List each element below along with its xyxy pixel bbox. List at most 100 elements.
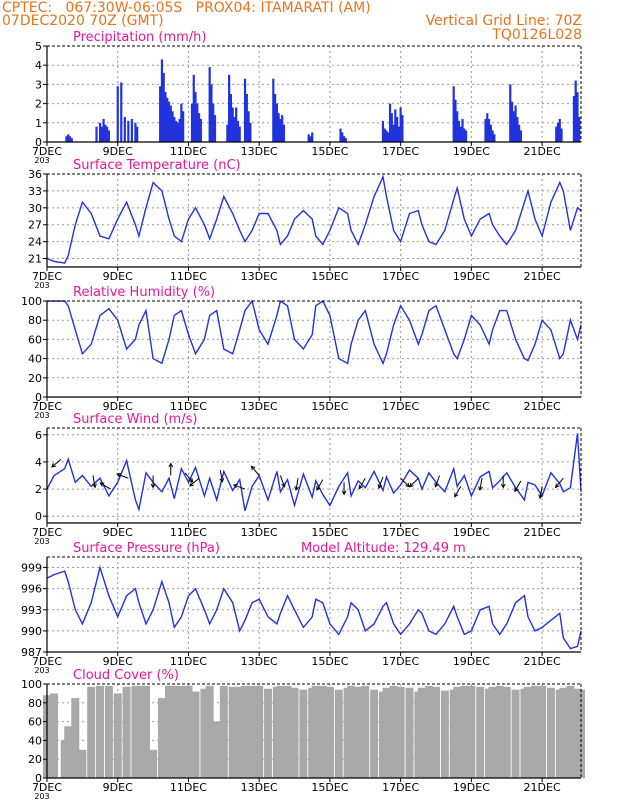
panel-wind (43, 427, 582, 527)
wind-arrow-head (358, 484, 363, 490)
wind-arrow (478, 478, 483, 492)
wind-arrow (514, 480, 522, 493)
y-tick-label: 4 (35, 456, 42, 469)
x-tick-label: 13DEC (241, 526, 278, 539)
cloud-bar (389, 685, 398, 778)
precip-bar (100, 126, 103, 142)
x-tick-label: 15DEC (311, 400, 348, 413)
chart-title-cloud: Cloud Cover (%) (73, 668, 179, 683)
precip-bar (461, 118, 464, 142)
precip-bar (344, 138, 347, 142)
precip-bar (199, 118, 202, 142)
precip-bar (238, 126, 241, 142)
precip-bar (107, 130, 110, 142)
precip-bar (273, 94, 277, 142)
precip-bar (341, 132, 344, 142)
precip-bar (309, 136, 312, 142)
wind-arrow (189, 477, 200, 487)
x-tick-label: 11DEC (170, 655, 207, 668)
x-tick-label: 15DEC (311, 145, 348, 158)
wind-arrow-head (150, 483, 156, 489)
x-tick-label: 15DEC (311, 270, 348, 283)
cloud-bar (122, 686, 131, 778)
precip-bar (68, 136, 72, 142)
wind-arrow-head (232, 483, 238, 489)
precip-bar (275, 103, 278, 142)
precip-bar (228, 74, 231, 142)
cloud-bar (264, 688, 273, 778)
x-tick-label: 17DEC (382, 270, 419, 283)
precip-bar (558, 118, 561, 142)
y-tick-label: 100 (21, 295, 42, 308)
wind-arrow-shaft (279, 475, 285, 487)
precip-bar (134, 122, 137, 142)
precip-bar (578, 117, 581, 142)
y-tick-label: 5 (35, 40, 42, 53)
wind-arrow-head (188, 477, 194, 483)
precip-bar (459, 126, 462, 142)
cloud-bar (241, 685, 250, 778)
wind-arrow-shaft (316, 479, 324, 491)
cloud-bar (255, 685, 264, 778)
x-tick-label: 11DEC (170, 145, 207, 158)
wind-arrow-shaft (400, 477, 410, 488)
cloud-bar (219, 685, 228, 778)
cloud-bar (495, 685, 504, 778)
y-tick-label: 990 (21, 625, 42, 638)
wind-arrow-shaft (219, 469, 223, 482)
wind-arrow-head (168, 462, 174, 468)
precip-bar (162, 72, 165, 142)
precip-bar (213, 115, 217, 142)
cloud-bar (476, 686, 485, 778)
precip-bar (176, 122, 179, 142)
precip-bar (516, 117, 519, 142)
precip-bar (171, 111, 174, 142)
precip-bar (98, 122, 102, 142)
precip-bar (388, 103, 392, 142)
wind-arrow (400, 477, 410, 488)
precip-bar (514, 105, 517, 142)
wind-arrow-head (92, 483, 97, 489)
precip-bar (394, 109, 397, 142)
wind-arrow-shaft (184, 472, 194, 483)
y-tick-label: 20 (28, 753, 42, 766)
wind-arrow (409, 477, 419, 488)
wind-arrow-head (281, 482, 286, 488)
precip-bar (392, 124, 395, 142)
y-tick-label: 21 (28, 253, 42, 266)
wind-arrow-shaft (51, 458, 62, 468)
precip-bar (452, 86, 455, 142)
precip-bar (178, 118, 181, 142)
precip-bar (381, 120, 385, 142)
precip-bar (210, 84, 213, 142)
cloud-bar (96, 685, 105, 778)
x-tick-label: 15DEC (311, 655, 348, 668)
cloud-bar (370, 689, 379, 778)
precip-bar (249, 122, 252, 142)
x-tick-label: 11DEC (170, 526, 207, 539)
y-tick-label: 24 (28, 236, 42, 249)
wind-arrow-head (250, 465, 256, 471)
wind-arrow-shaft (539, 486, 543, 499)
precip-bar (560, 128, 563, 142)
header-station-line: CPTEC: 067:30W-06:05S PROX04: ITAMARATI … (2, 0, 371, 16)
precip-bar (236, 120, 240, 142)
wind-arrow (92, 475, 97, 489)
x-tick-label: 11DEC (170, 781, 207, 794)
x-year-stub: 203 (34, 411, 49, 420)
wind-arrow-shaft (233, 484, 246, 490)
cloud-bar (276, 685, 285, 778)
cloud-bar (417, 687, 426, 778)
precip-bar (130, 118, 133, 142)
precip-bar (212, 103, 215, 142)
x-tick-label: 17DEC (382, 781, 419, 794)
precip-bar (454, 99, 457, 142)
cloud-bar (299, 689, 308, 778)
wind-arrow (184, 472, 194, 483)
x-tick-label: 19DEC (453, 270, 490, 283)
precip-bar (556, 122, 560, 142)
precip-bar (245, 94, 248, 142)
precip-bar (464, 130, 468, 142)
cloud-bar (191, 691, 200, 778)
